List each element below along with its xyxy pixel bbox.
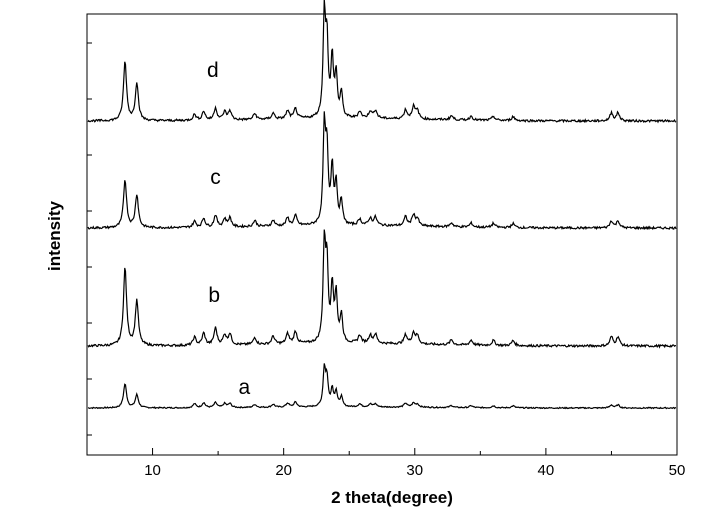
x-axis-ticks: 10 20 30 40 50	[86, 448, 686, 479]
curve-label-b: b	[208, 284, 220, 307]
curve-label-a: a	[238, 376, 250, 399]
x-tick-label: 50	[669, 462, 686, 479]
curve-a	[87, 363, 677, 410]
y-axis-ticks	[87, 42, 92, 436]
x-tick-label: 20	[275, 462, 292, 479]
x-tick-label: 40	[538, 462, 555, 479]
curve-labels: a b c d	[207, 59, 250, 399]
curve-c	[87, 111, 677, 231]
curve-d	[87, 0, 677, 124]
curve-label-c: c	[210, 166, 221, 189]
x-tick-label: 30	[406, 462, 423, 479]
x-tick-label: 10	[144, 462, 161, 479]
curve-label-d: d	[207, 59, 219, 82]
y-axis-title: intensity	[45, 201, 64, 271]
curve-b	[87, 229, 677, 349]
xrd-curves	[87, 0, 677, 410]
plot-frame	[86, 13, 678, 456]
x-axis-title: 2 theta(degree)	[331, 488, 453, 507]
